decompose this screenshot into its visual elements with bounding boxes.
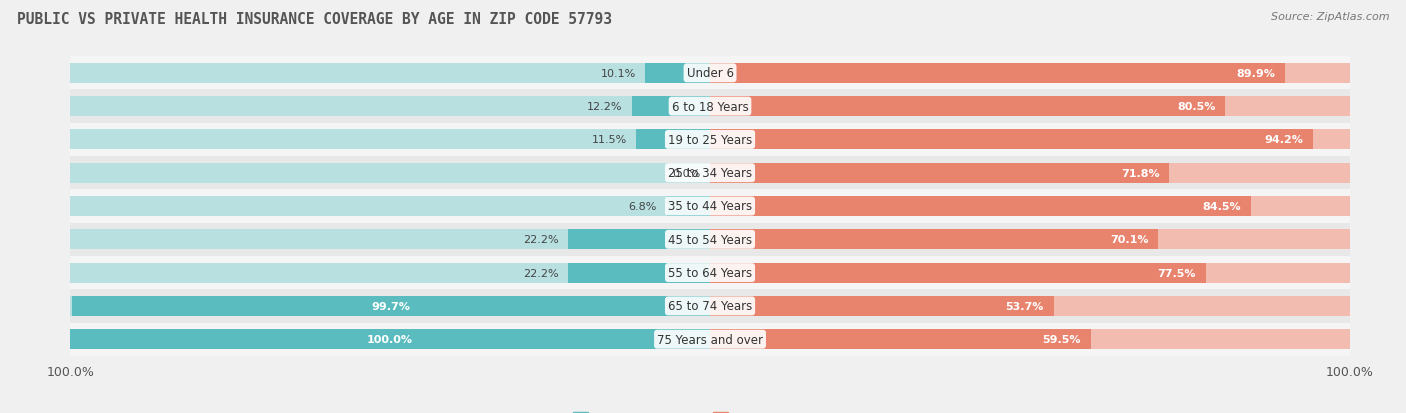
Text: 0.0%: 0.0% (672, 168, 700, 178)
Bar (710, 330, 1350, 349)
Bar (70, 123, 1350, 157)
Bar (710, 263, 1206, 283)
Text: 12.2%: 12.2% (586, 102, 623, 112)
Text: 25 to 34 Years: 25 to 34 Years (668, 167, 752, 180)
Text: 55 to 64 Years: 55 to 64 Years (668, 266, 752, 280)
Bar (70, 296, 710, 316)
Bar (70, 263, 710, 283)
Bar (710, 230, 1350, 250)
Bar (568, 263, 710, 283)
Bar (637, 130, 710, 150)
Bar (70, 190, 1350, 223)
Text: 71.8%: 71.8% (1121, 168, 1160, 178)
Bar (72, 296, 710, 316)
Bar (70, 163, 710, 183)
Bar (70, 290, 1350, 323)
Bar (70, 90, 1350, 123)
Bar (631, 97, 710, 117)
Bar (710, 330, 1091, 349)
Text: 100.0%: 100.0% (367, 335, 413, 344)
Bar (710, 163, 1170, 183)
Bar (70, 323, 1350, 356)
Text: 89.9%: 89.9% (1237, 69, 1275, 78)
Text: 45 to 54 Years: 45 to 54 Years (668, 233, 752, 246)
Text: 22.2%: 22.2% (523, 268, 558, 278)
Bar (710, 97, 1225, 117)
Bar (710, 263, 1350, 283)
Text: Source: ZipAtlas.com: Source: ZipAtlas.com (1271, 12, 1389, 22)
Bar (70, 97, 710, 117)
Bar (70, 330, 710, 349)
Text: 99.7%: 99.7% (371, 301, 411, 311)
Bar (70, 230, 710, 250)
Bar (710, 197, 1350, 216)
Text: 84.5%: 84.5% (1202, 202, 1241, 211)
Text: PUBLIC VS PRIVATE HEALTH INSURANCE COVERAGE BY AGE IN ZIP CODE 57793: PUBLIC VS PRIVATE HEALTH INSURANCE COVER… (17, 12, 612, 27)
Bar (710, 230, 1159, 250)
Bar (70, 64, 710, 83)
Bar (666, 197, 710, 216)
Text: 35 to 44 Years: 35 to 44 Years (668, 200, 752, 213)
Bar (568, 230, 710, 250)
Bar (70, 223, 1350, 256)
Bar (710, 130, 1350, 150)
Text: 59.5%: 59.5% (1043, 335, 1081, 344)
Bar (710, 64, 1285, 83)
Bar (70, 157, 1350, 190)
Text: Under 6: Under 6 (686, 67, 734, 80)
Bar (710, 130, 1313, 150)
Text: 94.2%: 94.2% (1264, 135, 1303, 145)
Text: 77.5%: 77.5% (1157, 268, 1197, 278)
Text: 53.7%: 53.7% (1005, 301, 1045, 311)
Text: 75 Years and over: 75 Years and over (657, 333, 763, 346)
Text: 6.8%: 6.8% (628, 202, 657, 211)
Bar (710, 97, 1350, 117)
Bar (70, 57, 1350, 90)
Bar (710, 296, 1350, 316)
Text: 65 to 74 Years: 65 to 74 Years (668, 300, 752, 313)
Text: 22.2%: 22.2% (523, 235, 558, 245)
Text: 10.1%: 10.1% (600, 69, 636, 78)
Bar (70, 197, 710, 216)
Text: 19 to 25 Years: 19 to 25 Years (668, 133, 752, 147)
Bar (70, 130, 710, 150)
Bar (70, 330, 710, 349)
Bar (70, 256, 1350, 290)
Legend: Public Insurance, Private Insurance: Public Insurance, Private Insurance (568, 406, 852, 413)
Bar (710, 197, 1250, 216)
Bar (710, 163, 1350, 183)
Text: 70.1%: 70.1% (1111, 235, 1149, 245)
Bar (645, 64, 710, 83)
Bar (710, 296, 1053, 316)
Text: 80.5%: 80.5% (1177, 102, 1215, 112)
Text: 11.5%: 11.5% (592, 135, 627, 145)
Bar (710, 64, 1350, 83)
Text: 6 to 18 Years: 6 to 18 Years (672, 100, 748, 113)
